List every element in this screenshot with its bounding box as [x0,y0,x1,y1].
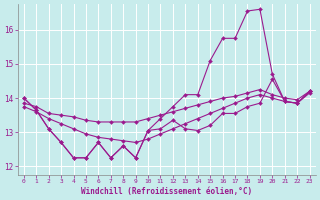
X-axis label: Windchill (Refroidissement éolien,°C): Windchill (Refroidissement éolien,°C) [81,187,252,196]
